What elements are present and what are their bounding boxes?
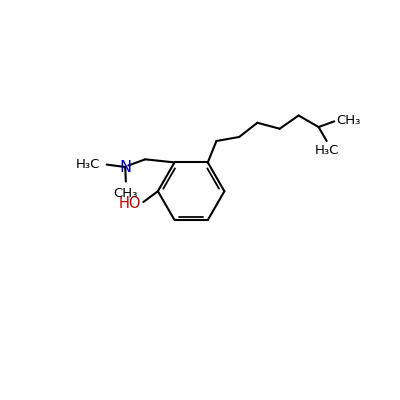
Text: H₃C: H₃C	[315, 144, 340, 157]
Text: N: N	[119, 160, 131, 174]
Text: CH₃: CH₃	[337, 114, 361, 127]
Text: HO: HO	[118, 196, 141, 211]
Text: CH₃: CH₃	[114, 187, 138, 200]
Text: H₃C: H₃C	[76, 158, 100, 171]
